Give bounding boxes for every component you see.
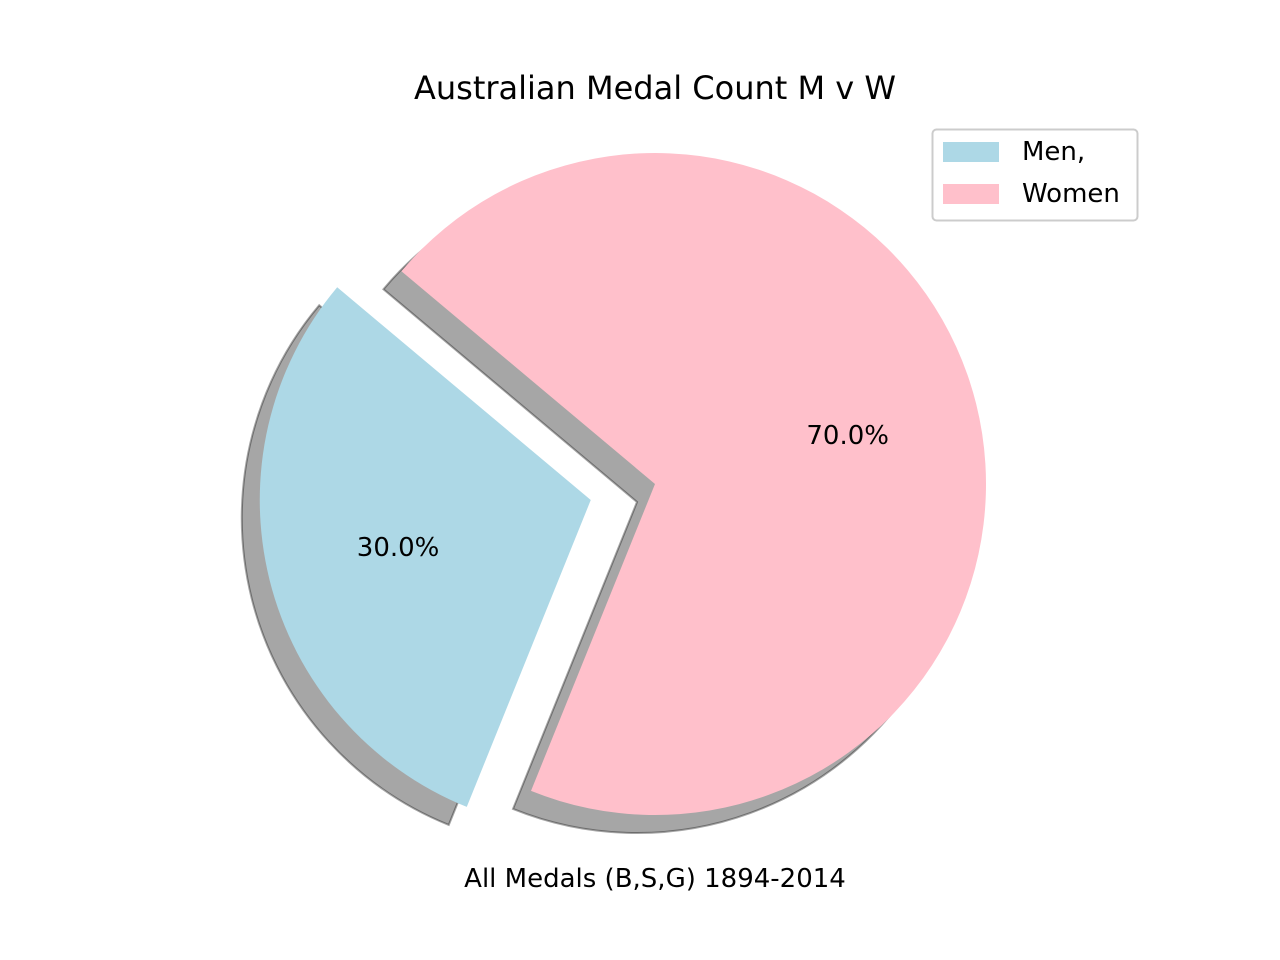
- pie-percent-label-men: 30.0%: [357, 533, 440, 563]
- legend-items: Men, Women: [943, 137, 1120, 209]
- chart-title: Australian Medal Count M v W: [414, 69, 896, 107]
- legend-label-men: Men,: [1022, 137, 1085, 167]
- legend-swatch-women: [943, 184, 999, 204]
- x-axis-label: All Medals (B,S,G) 1894-2014: [464, 864, 846, 894]
- pie-slices: [259, 153, 987, 816]
- legend: Men, Women: [931, 128, 1139, 222]
- pie-slice-men: [259, 287, 591, 807]
- pie-percent-labels: 30.0% 70.0%: [357, 421, 889, 563]
- legend-swatch-men: [943, 142, 999, 162]
- pie-percent-label-women: 70.0%: [806, 421, 889, 451]
- pie-slice-women: [401, 153, 987, 816]
- legend-label-women: Women: [1022, 179, 1120, 209]
